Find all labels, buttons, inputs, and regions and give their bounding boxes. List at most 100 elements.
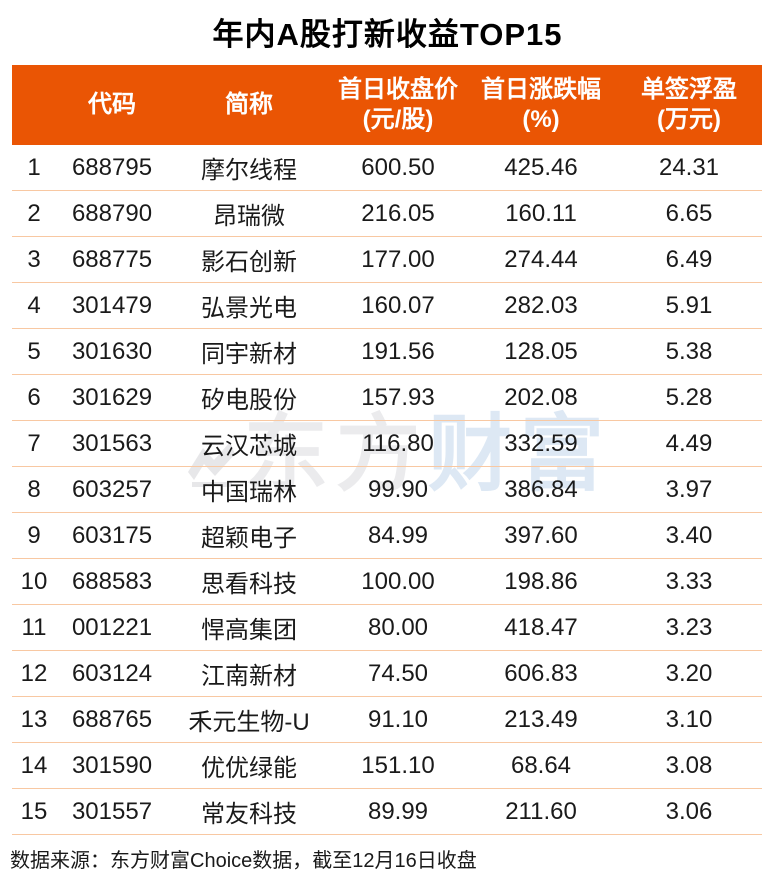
cell-code: 301563 [56,420,168,467]
cell-profit: 6.65 [616,190,762,237]
header-unit: (万元) [657,106,721,133]
table-body: 1 688795 摩尔线程 600.50 425.46 24.31 2 688790 昂瑞微 21… [12,145,762,835]
cell-code: 301590 [56,742,168,789]
table-row: 2 688790 昂瑞微 216.05 160.11 6.65 [12,190,762,237]
cell-code: 688795 [56,145,168,191]
cell-change-pct: 160.11 [466,190,616,237]
cell-code: 688583 [56,558,168,605]
cell-name: 超颖电子 [168,512,330,559]
cell-profit: 3.10 [616,696,762,743]
cell-rank: 5 [12,328,56,375]
cell-code: 688765 [56,696,168,743]
cell-name: 悍高集团 [168,604,330,651]
header-unit: (元/股) [362,106,434,133]
cell-close-price: 160.07 [330,282,466,329]
cell-close-price: 74.50 [330,650,466,697]
cell-profit: 3.08 [616,742,762,789]
cell-change-pct: 386.84 [466,466,616,513]
header-cell-rank [12,65,56,145]
table-row: 7 301563 云汉芯城 116.80 332.59 4.49 [12,420,762,467]
cell-change-pct: 418.47 [466,604,616,651]
cell-change-pct: 282.03 [466,282,616,329]
table-row: 15 301557 常友科技 89.99 211.60 3.06 [12,788,762,835]
cell-close-price: 177.00 [330,236,466,283]
cell-change-pct: 397.60 [466,512,616,559]
cell-rank: 6 [12,374,56,421]
cell-name: 摩尔线程 [168,145,330,191]
cell-name: 影石创新 [168,236,330,283]
cell-rank: 4 [12,282,56,329]
cell-close-price: 100.00 [330,558,466,605]
cell-name: 同宇新材 [168,328,330,375]
cell-close-price: 116.80 [330,420,466,467]
cell-rank: 13 [12,696,56,743]
cell-code: 688790 [56,190,168,237]
cell-name: 禾元生物-U [168,696,330,743]
header-label: 简称 [225,91,273,118]
cell-rank: 8 [12,466,56,513]
cell-change-pct: 213.49 [466,696,616,743]
cell-close-price: 191.56 [330,328,466,375]
cell-rank: 9 [12,512,56,559]
cell-change-pct: 198.86 [466,558,616,605]
cell-code: 603124 [56,650,168,697]
cell-profit: 4.49 [616,420,762,467]
cell-name: 昂瑞微 [168,190,330,237]
cell-code: 001221 [56,604,168,651]
cell-name: 矽电股份 [168,374,330,421]
cell-rank: 3 [12,236,56,283]
cell-change-pct: 202.08 [466,374,616,421]
cell-code: 688775 [56,236,168,283]
header-cell-profit: 单签浮盈 (万元) [616,65,762,145]
cell-rank: 10 [12,558,56,605]
cell-code: 301630 [56,328,168,375]
cell-rank: 1 [12,145,56,191]
table-header-row: 代码 简称 首日收盘价 (元/股) 首日涨跌幅 (%) 单签浮盈 (万元 [12,65,762,145]
header-cell-change-pct: 首日涨跌幅 (%) [466,65,616,145]
cell-code: 301557 [56,788,168,835]
table-row: 3 688775 影石创新 177.00 274.44 6.49 [12,236,762,283]
cell-code: 603175 [56,512,168,559]
cell-rank: 2 [12,190,56,237]
header-unit: (%) [522,106,560,133]
cell-close-price: 89.99 [330,788,466,835]
cell-close-price: 99.90 [330,466,466,513]
cell-rank: 14 [12,742,56,789]
table-row: 5 301630 同宇新材 191.56 128.05 5.38 [12,328,762,375]
table-row: 11 001221 悍高集团 80.00 418.47 3.23 [12,604,762,651]
header-cell-close-price: 首日收盘价 (元/股) [330,65,466,145]
table-row: 8 603257 中国瑞林 99.90 386.84 3.97 [12,466,762,513]
table-row: 12 603124 江南新材 74.50 606.83 3.20 [12,650,762,697]
cell-profit: 3.23 [616,604,762,651]
cell-close-price: 80.00 [330,604,466,651]
cell-name: 弘景光电 [168,282,330,329]
cell-change-pct: 425.46 [466,145,616,191]
cell-rank: 11 [12,604,56,651]
cell-profit: 3.20 [616,650,762,697]
header-label: 首日涨跌幅 [481,76,601,103]
cell-rank: 7 [12,420,56,467]
table-row: 10 688583 思看科技 100.00 198.86 3.33 [12,558,762,605]
cell-profit: 3.97 [616,466,762,513]
cell-close-price: 600.50 [330,145,466,191]
table-row: 1 688795 摩尔线程 600.50 425.46 24.31 [12,145,762,191]
cell-profit: 5.91 [616,282,762,329]
cell-profit: 24.31 [616,145,762,191]
cell-change-pct: 274.44 [466,236,616,283]
page-title: 年内A股打新收益TOP15 [212,17,563,52]
footer-source: 数据来源：东方财富Choice数据，截至12月16日收盘 [10,850,477,872]
table-row: 13 688765 禾元生物-U 91.10 213.49 3.10 [12,696,762,743]
cell-name: 云汉芯城 [168,420,330,467]
cell-change-pct: 332.59 [466,420,616,467]
cell-name: 优优绿能 [168,742,330,789]
cell-name: 常友科技 [168,788,330,835]
data-table: 代码 简称 首日收盘价 (元/股) 首日涨跌幅 (%) 单签浮盈 (万元 [12,65,762,835]
header-cell-code: 代码 [56,65,168,145]
cell-profit: 6.49 [616,236,762,283]
table-row: 4 301479 弘景光电 160.07 282.03 5.91 [12,282,762,329]
header-label: 首日收盘价 [338,76,458,103]
cell-code: 301479 [56,282,168,329]
cell-close-price: 216.05 [330,190,466,237]
cell-code: 603257 [56,466,168,513]
table-row: 6 301629 矽电股份 157.93 202.08 5.28 [12,374,762,421]
